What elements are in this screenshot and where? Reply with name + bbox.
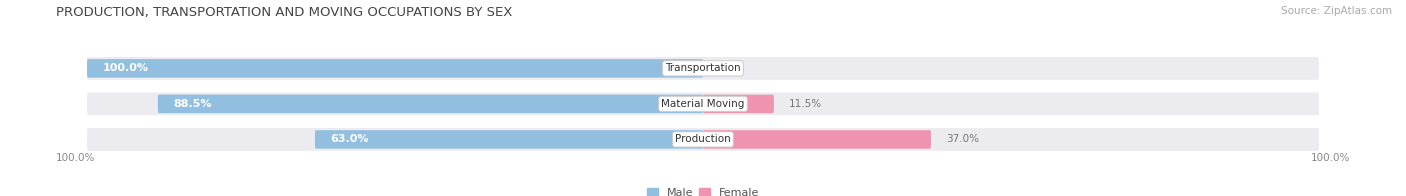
Text: 100.0%: 100.0% <box>56 153 96 163</box>
Text: 63.0%: 63.0% <box>330 134 368 144</box>
Text: 37.0%: 37.0% <box>946 134 980 144</box>
FancyBboxPatch shape <box>157 95 703 113</box>
Text: 88.5%: 88.5% <box>173 99 212 109</box>
Text: PRODUCTION, TRANSPORTATION AND MOVING OCCUPATIONS BY SEX: PRODUCTION, TRANSPORTATION AND MOVING OC… <box>56 6 513 19</box>
Text: 100.0%: 100.0% <box>103 63 149 73</box>
FancyBboxPatch shape <box>315 130 703 149</box>
FancyBboxPatch shape <box>87 93 1319 115</box>
Text: 0.0%: 0.0% <box>718 63 745 73</box>
Text: 100.0%: 100.0% <box>1310 153 1350 163</box>
FancyBboxPatch shape <box>703 130 931 149</box>
Text: 11.5%: 11.5% <box>789 99 823 109</box>
Text: Transportation: Transportation <box>665 63 741 73</box>
FancyBboxPatch shape <box>87 128 1319 151</box>
Text: Material Moving: Material Moving <box>661 99 745 109</box>
FancyBboxPatch shape <box>87 59 703 78</box>
Text: Production: Production <box>675 134 731 144</box>
FancyBboxPatch shape <box>703 95 773 113</box>
Text: Source: ZipAtlas.com: Source: ZipAtlas.com <box>1281 6 1392 16</box>
FancyBboxPatch shape <box>87 57 1319 80</box>
Legend: Male, Female: Male, Female <box>647 188 759 196</box>
